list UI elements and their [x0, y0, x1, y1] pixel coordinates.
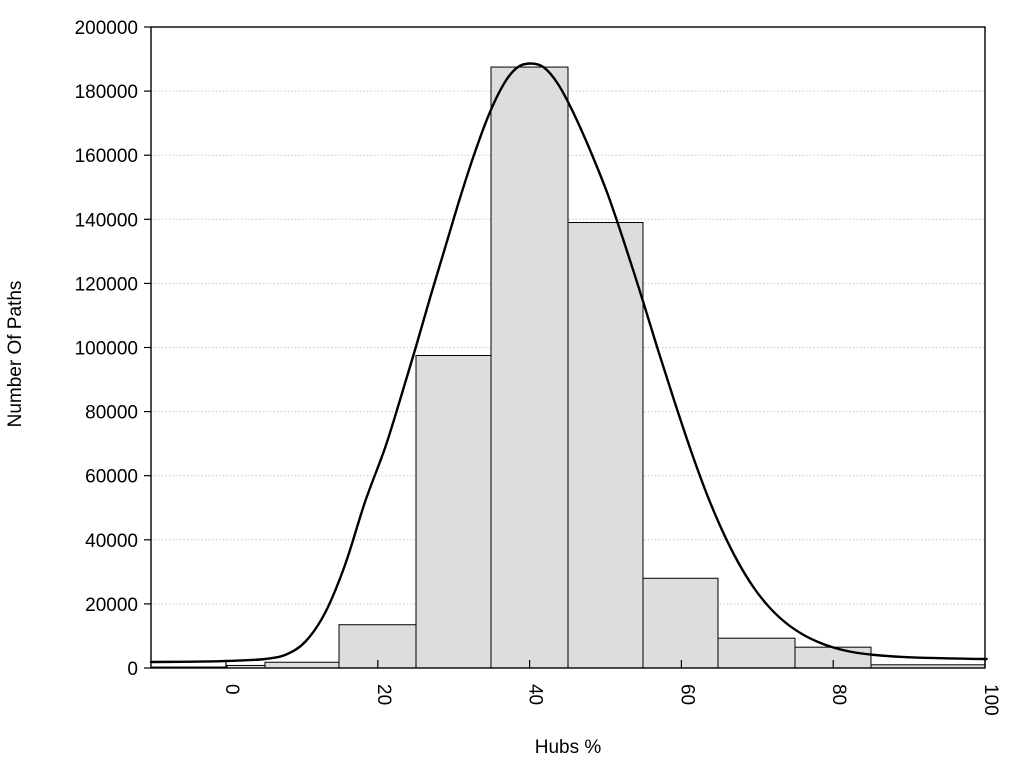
svg-text:60: 60 [676, 684, 697, 705]
svg-text:60000: 60000 [85, 467, 138, 488]
svg-text:100: 100 [980, 684, 1001, 716]
svg-text:120000: 120000 [75, 274, 138, 295]
svg-text:40000: 40000 [85, 531, 138, 552]
svg-text:Number Of Paths: Number Of Paths [5, 281, 26, 428]
svg-text:100000: 100000 [75, 339, 138, 360]
svg-text:140000: 140000 [75, 210, 138, 231]
svg-text:0: 0 [221, 684, 242, 695]
svg-text:0: 0 [127, 659, 138, 680]
svg-text:200000: 200000 [75, 18, 138, 39]
svg-text:180000: 180000 [75, 82, 138, 103]
svg-text:160000: 160000 [75, 146, 138, 167]
svg-text:80000: 80000 [85, 403, 138, 424]
svg-text:Hubs %: Hubs % [535, 737, 602, 758]
svg-text:20000: 20000 [85, 595, 138, 616]
svg-text:40: 40 [525, 684, 546, 705]
svg-text:80: 80 [828, 684, 849, 705]
svg-text:20: 20 [373, 684, 394, 705]
